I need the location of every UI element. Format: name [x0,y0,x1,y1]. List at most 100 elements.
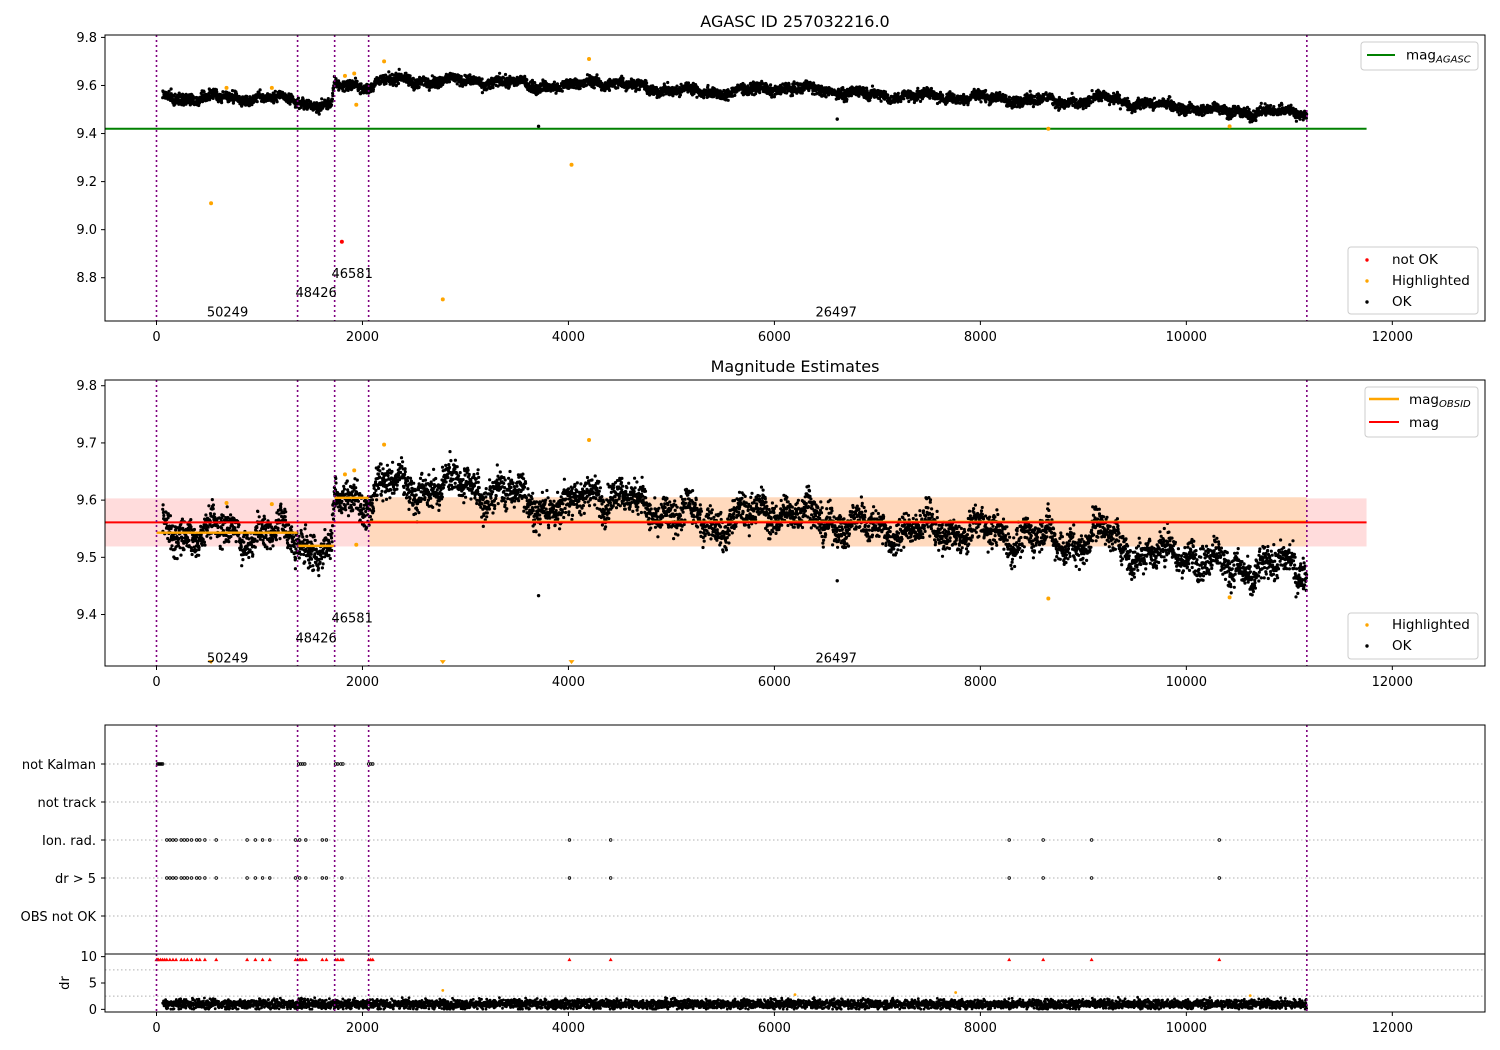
flag-point [320,838,324,842]
flag-point [1217,838,1221,842]
flag-point [174,838,178,842]
flag-point [253,876,258,880]
flag-point [182,876,186,880]
agasc-magnitude-panel: AGASC ID 257032216.0 50249 48426 46581 26497… [76,12,1486,345]
magnitude-estimates-panel: Magnitude Estimates 50249 48426 46581 26497 0… [76,357,1486,690]
highlighted-point [352,468,357,473]
flag-point [165,838,169,842]
flag-point [297,838,302,842]
flag-point [260,838,265,842]
flag-point [320,876,324,880]
y-tick-label: 9.0 [76,223,97,238]
flag-point [185,838,190,842]
ok-points [161,450,1309,599]
highlighted-point [382,442,387,447]
flag-point [179,876,183,880]
flag-point [340,876,344,880]
legend-label-ok: OK [1392,638,1413,654]
dr-clipped-marker [182,957,187,962]
dr-highlighted-point [1248,994,1252,998]
flag-point [301,762,305,766]
obsid-label: 26497 [816,305,857,320]
chart-title: Magnitude Estimates [711,357,880,376]
legend-swatch-highlighted [1365,623,1369,627]
ok-outlier-point [835,579,839,583]
flag-point [198,876,202,880]
dr-clipped-marker [179,957,184,962]
dr-highlighted-point [441,988,445,992]
flag-point [1089,838,1094,842]
x-tick-label: 4000 [552,1021,585,1036]
y-tick-label: 9.2 [76,175,97,190]
flag-point [168,876,172,880]
flag-point [171,838,175,842]
flag-point [203,876,207,880]
flag-point [189,876,194,880]
ok-outlier-point [536,124,541,129]
y-tick-label: 9.6 [76,494,97,509]
flag-point [339,762,343,766]
flag-point [298,762,303,766]
flag-point [245,838,249,842]
highlighted-point [342,472,347,477]
x-tick-label: 0 [152,675,160,690]
flag-point [1089,876,1094,880]
flag-point [324,838,329,842]
highlighted-point [269,85,274,90]
dr-clipped-marker [189,957,194,962]
x-tick-label: 2000 [346,330,379,345]
x-tick-label: 8000 [964,1021,997,1036]
dr-highlighted-point [793,993,797,996]
flag-point [168,838,172,842]
x-tick-label: 8000 [964,330,997,345]
obsid-label: 26497 [816,651,857,666]
x-tick-label: 6000 [758,330,791,345]
flag-point [324,876,329,880]
legend-box [1347,612,1479,660]
highlighted-point [1227,595,1232,600]
flag-point [608,838,613,842]
highlighted-point [569,162,574,167]
dr-clipped-marker [245,957,250,962]
highlighted-point [224,85,229,90]
legend-status: not OK Highlighted OK [1347,246,1479,315]
flag-point [198,838,202,842]
legend-label-highlighted: Highlighted [1392,273,1470,289]
dr-clipped-marker [197,957,202,962]
flag-point [567,838,572,842]
obsid-label: 46581 [331,267,372,282]
dr-clipped-marker [335,957,340,962]
y-tick-label: 9.7 [76,436,97,451]
plot-area [105,57,1367,302]
flag-row-label: not Kalman [22,758,96,773]
x-tick-label: 12000 [1372,1021,1413,1036]
highlighted-point [209,201,214,206]
dr-clipped-marker [300,957,305,962]
x-tick-label: 10000 [1166,675,1207,690]
highlighted-point [587,438,592,443]
x-tick-label: 12000 [1372,330,1413,345]
y-tick-label: 8.8 [76,271,97,286]
dr-clipped-marker [340,957,345,962]
legend-status: Highlighted OK [1347,612,1479,660]
y-tick-label: 10 [80,950,97,965]
flag-point [296,762,301,766]
flag-point [293,876,298,880]
flag-point [185,876,190,880]
flag-point [303,762,307,766]
legend-label-highlighted: Highlighted [1392,617,1470,633]
x-tick-label: 2000 [346,675,379,690]
dr-clipped-marker [1217,957,1222,962]
dr-clipped-marker [303,957,308,962]
legend-mag-agasc: magAGASC [1360,41,1479,71]
flag-point [189,838,194,842]
flag-row-label: not track [37,796,96,811]
axes-frame [104,34,1486,322]
highlighted-point [440,297,445,302]
highlighted-clipped-marker [439,660,446,665]
not-ok-point [339,239,344,244]
flag-point [179,838,183,842]
plot-area [105,438,1367,665]
y-tick-label: 9.8 [76,379,97,394]
legend-label-mag: mag [1409,415,1439,431]
